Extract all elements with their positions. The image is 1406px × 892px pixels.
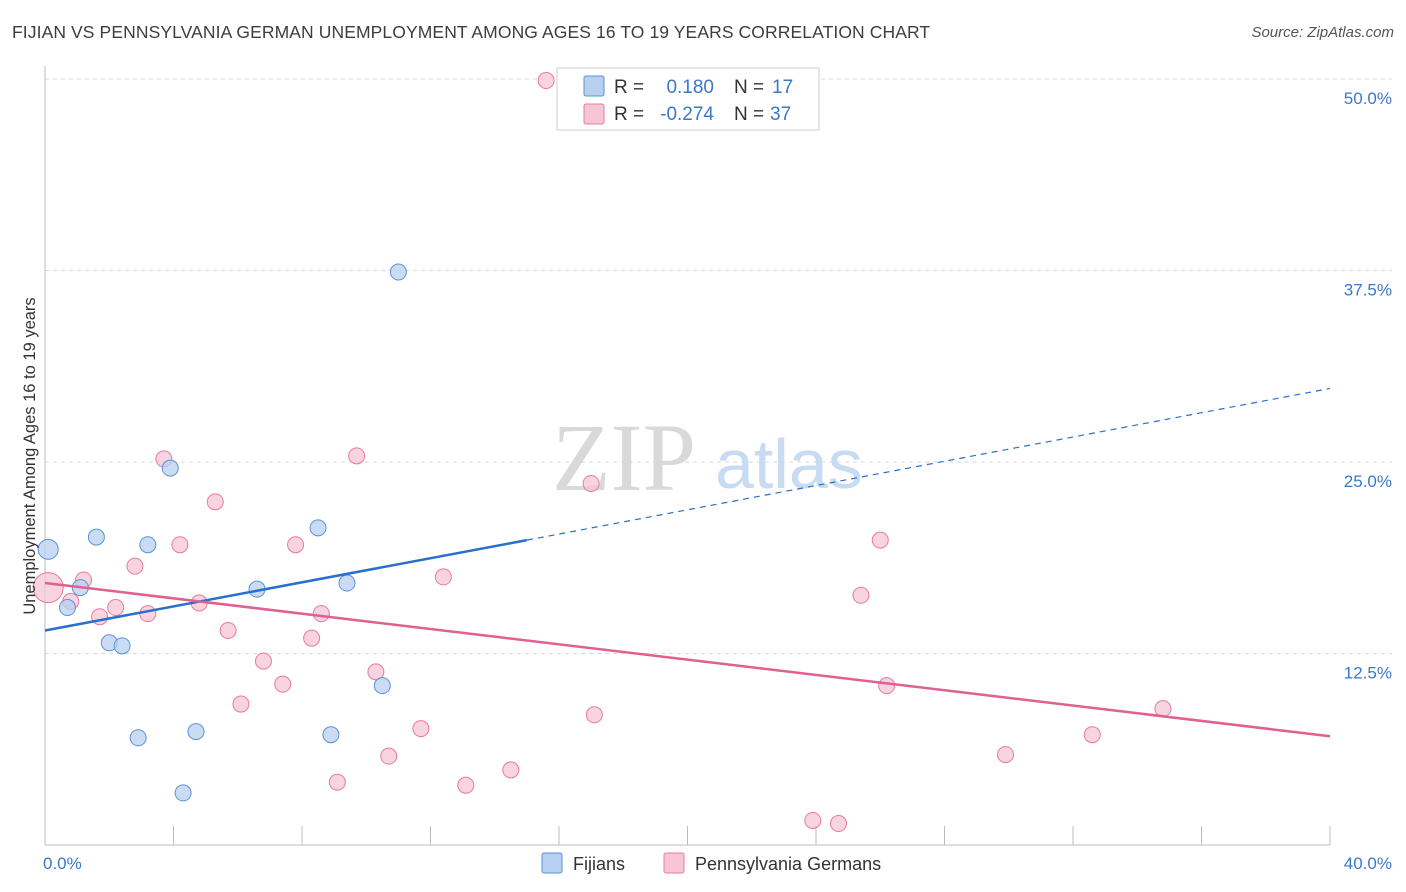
pa-germans-point (171, 536, 189, 554)
chart-source: Source: ZipAtlas.com (1251, 24, 1394, 41)
bottom-legend-swatch-pa-germans (663, 852, 685, 874)
bottom-legend-swatch-fijians (541, 852, 563, 874)
legend-r-value-pa-germans: -0.274 (660, 104, 714, 125)
pa-germans-point (585, 706, 603, 724)
legend-n-label-fijians: N = (734, 77, 764, 98)
correlation-legend: R = 0.180 N = 17 R = -0.274 N = 37 (556, 67, 820, 131)
fijians-point (113, 637, 131, 655)
fijians-point (373, 677, 391, 695)
legend-n-value-pa-germans: 37 (770, 104, 791, 125)
pa-germans-point (829, 815, 847, 833)
pa-germans-point (997, 746, 1015, 764)
grid-layer (45, 78, 1392, 654)
fijians-point (187, 723, 205, 741)
pa-germans-point (348, 447, 366, 465)
pa-germans-point (502, 761, 520, 779)
pa-germans-point (871, 531, 889, 549)
watermark-zip: ZIP (552, 404, 696, 511)
y-tick-label: 25.0% (1344, 472, 1392, 491)
pa-germans-point (434, 568, 452, 586)
pa-germans-point (328, 773, 346, 791)
pa-germans-point (254, 652, 272, 670)
pa-germans-point (367, 663, 385, 681)
fijians-point (139, 536, 157, 554)
pa-germans-point (219, 622, 237, 640)
pa-germans-point (312, 605, 330, 623)
pa-germans-point (582, 474, 600, 492)
legend-r-label-pa-germans: R = (614, 104, 644, 125)
axis-layer: 12.5% 25.0% 37.5% 50.0% 0.0% 40.0% (43, 66, 1392, 873)
legend-n-value-fijians: 17 (772, 77, 793, 98)
pa-germans-point (139, 605, 157, 623)
bottom-legend-label-fijians: Fijians (573, 854, 625, 874)
pa-germans-point (412, 720, 430, 738)
pa-germans-point (1083, 726, 1101, 744)
y-tick-label: 50.0% (1344, 89, 1392, 108)
pa-germans-point (804, 811, 822, 829)
y-tick-label: 37.5% (1344, 281, 1392, 300)
fijians-trend-line (44, 538, 528, 632)
pa-germans-point (232, 695, 250, 713)
fijians-point (37, 538, 59, 560)
legend-swatch-pa-germans (583, 103, 605, 125)
pa-germans-point (274, 675, 292, 693)
y-tick-label: 12.5% (1344, 664, 1392, 683)
pa-germans-point (32, 572, 64, 604)
x-tick-label: 40.0% (1344, 854, 1392, 873)
legend-swatch-fijians (583, 75, 605, 97)
fijians-point (161, 459, 179, 477)
pa-germans-trend-line (44, 581, 1331, 738)
pa-germans-point (380, 747, 398, 765)
fijians-trend-extension (526, 387, 1331, 541)
pa-germans-point (287, 536, 305, 554)
fijians-point (87, 528, 105, 546)
fijians-point (389, 263, 407, 281)
fijians-point (58, 599, 76, 617)
x-tick-label: 0.0% (43, 854, 82, 873)
pa-germans-point (852, 586, 870, 604)
pa-germans-point (1154, 700, 1172, 718)
watermark-atlas: atlas (715, 425, 863, 503)
trend-layer (44, 387, 1331, 738)
pa-germans-point (126, 557, 144, 575)
pa-germans-point (303, 629, 321, 647)
legend-r-value-fijians: 0.180 (666, 77, 714, 98)
fijians-point (322, 726, 340, 744)
legend-r-label-fijians: R = (614, 77, 644, 98)
pa-germans-point (878, 677, 896, 695)
series-legend: Fijians Pennsylvania Germans (541, 852, 881, 874)
pa-germans-point (206, 493, 224, 511)
bottom-legend-label-pa-germans: Pennsylvania Germans (695, 854, 881, 874)
pa-germans-point (537, 72, 555, 90)
pa-germans-point (457, 776, 475, 794)
legend-n-label-pa-germans: N = (734, 104, 764, 125)
fijians-point (309, 519, 327, 537)
watermark: ZIP atlas (552, 404, 863, 511)
chart-title: FIJIAN VS PENNSYLVANIA GERMAN UNEMPLOYME… (12, 22, 931, 42)
y-axis-title: Unemployment Among Ages 16 to 19 years (21, 297, 39, 614)
fijians-point (338, 574, 356, 592)
pa-germans-point (107, 599, 125, 617)
fijians-point (129, 729, 147, 747)
fijians-point (174, 784, 192, 802)
